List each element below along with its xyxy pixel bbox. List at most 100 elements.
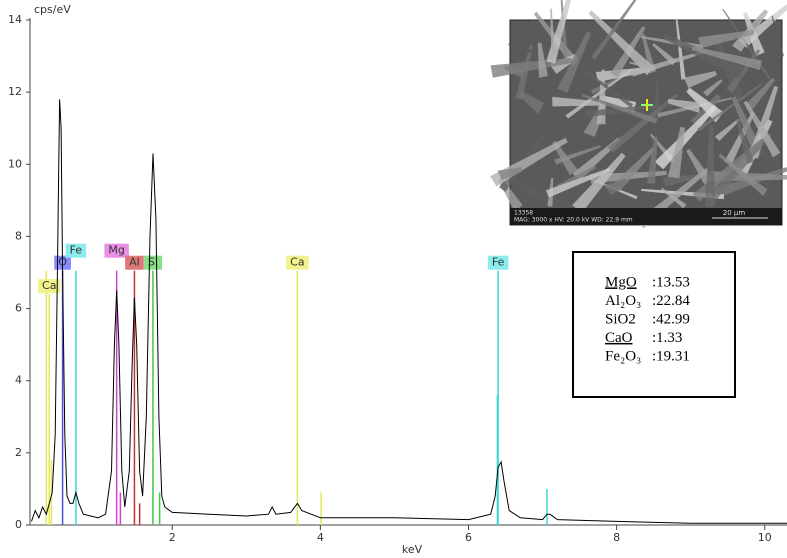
micrograph-id: 13358 — [514, 210, 533, 217]
texture-flake — [519, 90, 545, 115]
texture-flake — [565, 68, 634, 119]
element-label: Mg — [104, 243, 129, 258]
element-label-box — [65, 243, 87, 258]
element-label-box — [143, 255, 162, 270]
x-tick-label: 4 — [317, 531, 324, 544]
element-label: Fe — [65, 243, 87, 258]
texture-flake — [736, 119, 754, 164]
element-label-text: Fe — [492, 256, 505, 269]
texture-flake — [667, 99, 701, 113]
composition-box — [572, 251, 736, 398]
element-label-box — [487, 255, 509, 270]
y-tick-label: 14 — [8, 13, 22, 26]
y-tick-label: 10 — [8, 157, 22, 170]
texture-flake — [745, 77, 776, 110]
texture-flake — [748, 85, 779, 159]
texture-flake — [654, 104, 718, 170]
micrograph-info: MAG: 3000 x HV: 20.0 kV WD: 22.9 mm — [514, 217, 633, 224]
texture-flake — [629, 61, 653, 70]
x-axis-label: keV — [402, 543, 423, 556]
y-tick-label: 6 — [15, 302, 22, 315]
texture-flake — [603, 178, 629, 196]
texture-flake — [705, 126, 716, 207]
texture-flake — [607, 93, 678, 153]
oxide-value: :19.31 — [652, 348, 690, 364]
texture-flake — [686, 87, 724, 123]
element-label-box — [286, 255, 309, 270]
texture-flake — [683, 70, 718, 89]
element-label-text: Mg — [108, 244, 124, 257]
oxide-name: SiO2 — [605, 311, 636, 327]
element-label-text: Al — [129, 256, 140, 269]
element-label: Ca — [286, 255, 309, 270]
texture-flake — [581, 94, 658, 124]
texture-flake — [579, 66, 634, 108]
texture-flake — [697, 83, 762, 132]
texture-flake — [702, 79, 723, 97]
plot-area: 0 2 4 6 8 10 12 14 2 4 6 8 10 CaO Fe Mg Al Si Ca Fe — [8, 13, 787, 544]
oxide-name: CaO — [605, 330, 633, 346]
texture-flake — [698, 30, 755, 49]
y-tick-label: 8 — [15, 229, 22, 242]
texture-flake — [739, 4, 787, 48]
element-label: Fe — [487, 255, 509, 270]
x-tick-label: 6 — [465, 531, 472, 544]
texture-flake — [654, 78, 659, 108]
texture-flake — [550, 8, 556, 56]
texture-flake — [686, 148, 712, 185]
oxide-value: :13.53 — [652, 274, 690, 290]
y-tick-label: 0 — [15, 518, 22, 531]
texture-flake — [552, 140, 578, 176]
texture-flake — [557, 31, 592, 93]
oxide-name: Fe₂O₃ — [605, 348, 641, 364]
oxide-value: :1.33 — [652, 330, 682, 346]
texture-flake — [691, 46, 762, 70]
texture-flake — [708, 132, 772, 200]
texture-flake — [662, 174, 698, 187]
texture-flake — [771, 15, 784, 57]
texture-flake — [743, 100, 781, 158]
y-tick-label: 12 — [8, 85, 22, 98]
texture-flake — [652, 43, 677, 66]
texture-flake — [588, 10, 655, 76]
element-label-text: Fe — [70, 244, 83, 257]
spectrum-line — [31, 99, 787, 524]
micrograph-scale: 20 µm — [723, 209, 746, 217]
x-tick-label: 8 — [613, 531, 620, 544]
texture-flake — [641, 33, 656, 74]
element-label-box — [104, 243, 129, 258]
texture-flake — [572, 152, 626, 213]
x-tick-label: 2 — [169, 531, 176, 544]
element-label-text: Ca — [290, 256, 304, 269]
texture-flake — [646, 136, 658, 184]
element-label-box — [38, 279, 61, 294]
element-label-text: Si — [148, 256, 158, 269]
element-label: Ca — [38, 279, 61, 294]
element-label: Al — [125, 255, 144, 270]
oxide-value: :42.99 — [652, 311, 690, 327]
texture-flake — [675, 18, 686, 80]
micrograph-texture — [490, 0, 787, 229]
element-label: Si — [143, 255, 162, 270]
texture-flake — [714, 118, 740, 142]
y-tick-label: 2 — [15, 446, 22, 459]
oxide-name: MgO — [605, 274, 637, 290]
y-axis-label: cps/eV — [34, 3, 71, 16]
micrograph-info-bar — [510, 208, 782, 225]
oxide-value: :22.84 — [652, 293, 690, 309]
x-tick-label: 10 — [758, 531, 772, 544]
texture-flake — [663, 33, 745, 79]
texture-flake — [515, 44, 533, 100]
element-label-box — [125, 255, 144, 270]
texture-flake — [537, 42, 548, 78]
texture-flake — [508, 177, 573, 216]
micrograph: 13358 MAG: 3000 x HV: 20.0 kV WD: 22.9 m… — [490, 0, 787, 229]
oxide-name: Al₂O₃ — [605, 293, 641, 309]
texture-flake — [552, 96, 602, 107]
texture-flake — [631, 50, 707, 77]
texture-flake — [508, 43, 536, 55]
texture-flake — [590, 0, 637, 61]
texture-flake — [667, 127, 686, 179]
element-label-text: Ca — [42, 279, 56, 292]
